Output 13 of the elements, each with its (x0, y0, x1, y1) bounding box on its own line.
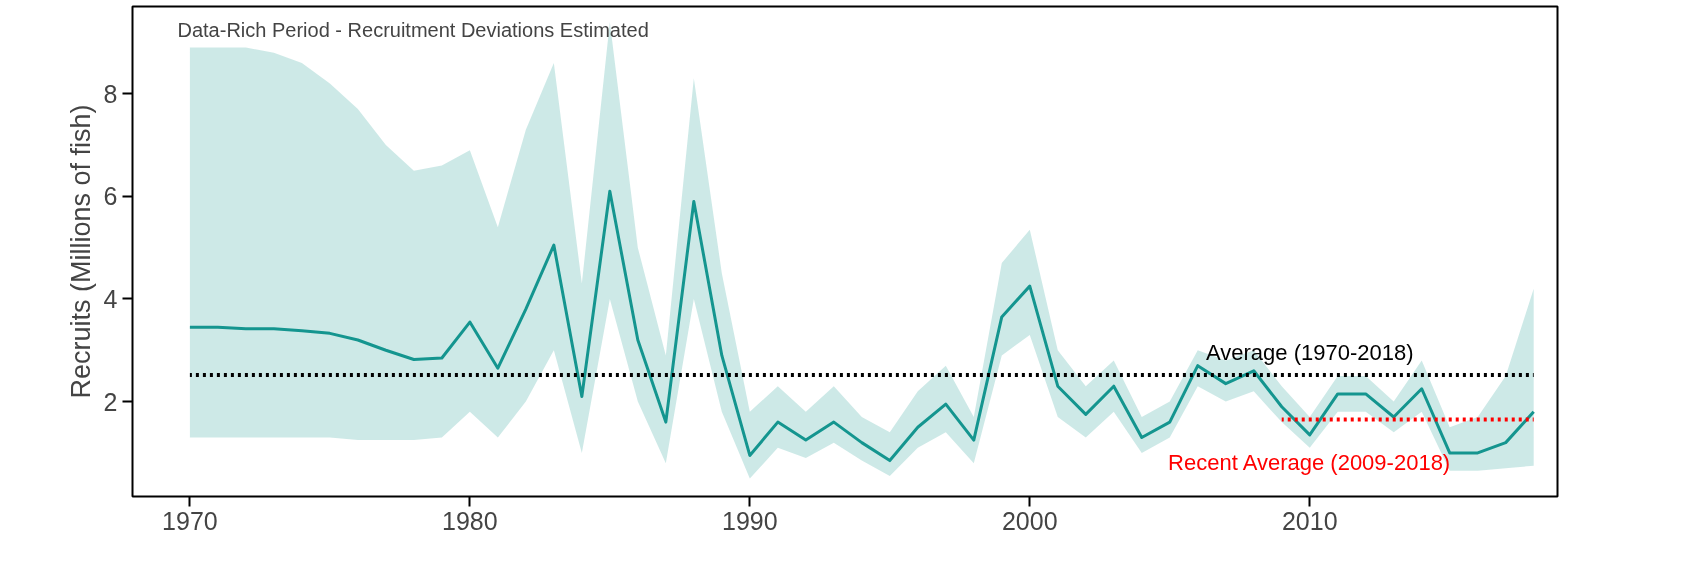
x-tick-label: 1980 (442, 506, 498, 535)
y-tick-label: 2 (103, 387, 118, 416)
x-tick-label: 1990 (722, 506, 778, 535)
y-axis-title: Recruits (Millions of fish) (65, 104, 96, 399)
series-label: Recent Average (2009-2018) (1168, 449, 1451, 475)
x-tick-label: 2000 (1001, 506, 1058, 535)
y-tick-label: 4 (103, 284, 118, 313)
annotation: Data-Rich Period - Recruitment Deviations Estimated (177, 18, 649, 41)
series-label: Average (1970-2018) (1205, 339, 1414, 365)
x-tick-label: 2010 (1281, 506, 1338, 535)
y-tick-label: 6 (103, 182, 118, 211)
x-tick-label: 1970 (162, 506, 218, 535)
y-tick-label: 8 (103, 79, 118, 108)
